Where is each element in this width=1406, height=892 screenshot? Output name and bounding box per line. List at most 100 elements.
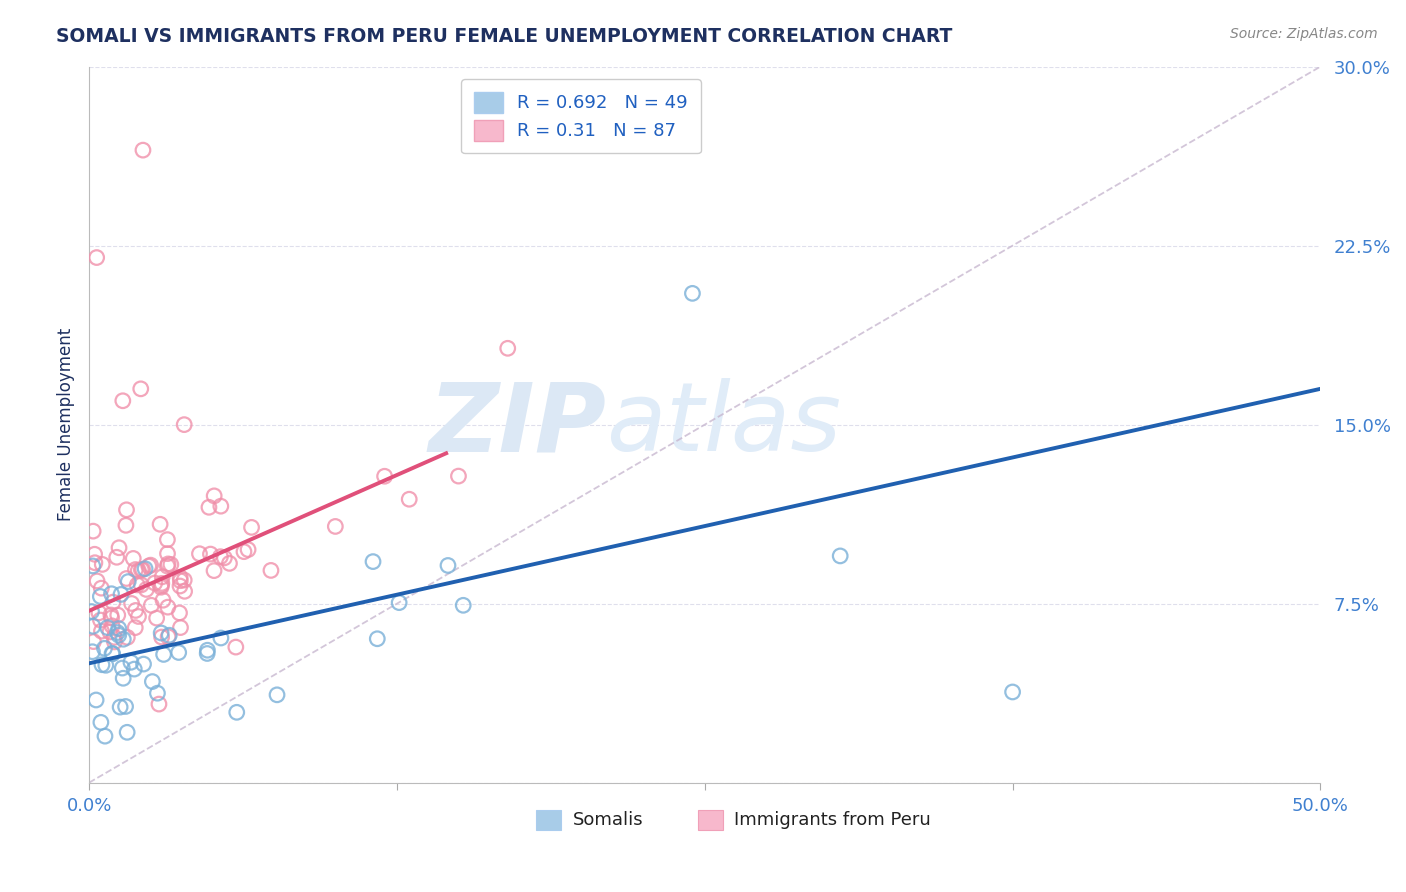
Point xyxy=(325,519,347,533)
Point xyxy=(169,574,191,588)
Point xyxy=(141,674,163,689)
Point xyxy=(152,593,174,607)
Point xyxy=(156,533,179,547)
Point xyxy=(195,647,218,661)
Point xyxy=(388,596,411,610)
Point xyxy=(202,564,225,578)
Point xyxy=(94,658,117,673)
Point xyxy=(90,715,112,730)
Point xyxy=(101,647,124,661)
Point xyxy=(169,606,191,620)
Point xyxy=(103,630,125,644)
Point xyxy=(148,697,170,711)
Point xyxy=(173,573,195,587)
Point xyxy=(139,558,162,573)
Point xyxy=(209,549,232,564)
Point xyxy=(169,621,191,635)
Point xyxy=(266,688,288,702)
Point xyxy=(188,547,211,561)
Point xyxy=(398,492,420,507)
Point xyxy=(89,613,111,627)
Point xyxy=(260,563,283,577)
Point xyxy=(103,635,125,649)
Text: SOMALI VS IMMIGRANTS FROM PERU FEMALE UNEMPLOYMENT CORRELATION CHART: SOMALI VS IMMIGRANTS FROM PERU FEMALE UN… xyxy=(56,27,953,45)
Point xyxy=(120,655,142,669)
Point xyxy=(447,469,470,483)
Point xyxy=(80,605,103,619)
Point xyxy=(83,547,105,561)
Point xyxy=(150,578,173,592)
Point xyxy=(122,662,145,676)
Point xyxy=(124,603,146,617)
Point xyxy=(101,647,124,661)
Point xyxy=(112,632,135,647)
Point xyxy=(122,551,145,566)
Point xyxy=(135,582,157,597)
Point xyxy=(437,558,460,573)
Point xyxy=(98,624,121,639)
Point xyxy=(117,574,139,589)
Point xyxy=(115,725,138,739)
Point xyxy=(97,621,120,635)
Point xyxy=(209,499,232,513)
Point xyxy=(830,549,852,563)
Point xyxy=(107,625,129,640)
Point xyxy=(108,541,131,555)
Point xyxy=(127,609,149,624)
Point xyxy=(156,559,179,574)
Point xyxy=(127,564,149,578)
Text: ZIP: ZIP xyxy=(429,378,606,471)
Point xyxy=(496,341,519,355)
Point xyxy=(86,251,108,265)
Point xyxy=(129,382,152,396)
Point xyxy=(209,631,232,645)
Point xyxy=(149,517,172,532)
Point xyxy=(150,630,173,644)
Point xyxy=(107,628,129,642)
Point xyxy=(107,608,129,623)
Point xyxy=(110,587,132,601)
Point xyxy=(91,558,114,572)
Point xyxy=(236,542,259,557)
Point xyxy=(374,469,396,483)
Point xyxy=(100,607,122,622)
Point xyxy=(146,686,169,700)
Point xyxy=(87,606,110,620)
Point xyxy=(124,563,146,577)
Point xyxy=(451,599,474,613)
Point xyxy=(94,729,117,743)
Point xyxy=(138,559,160,574)
Point xyxy=(101,619,124,633)
Point xyxy=(124,621,146,635)
Point xyxy=(100,611,122,625)
Point xyxy=(115,572,138,586)
Point xyxy=(145,611,167,625)
Point xyxy=(225,640,247,654)
Text: Source: ZipAtlas.com: Source: ZipAtlas.com xyxy=(1230,27,1378,41)
Point xyxy=(200,547,222,561)
Point xyxy=(141,599,163,613)
Point xyxy=(214,550,236,565)
Point xyxy=(83,556,105,570)
Point xyxy=(366,632,388,646)
Point xyxy=(115,518,138,533)
Point xyxy=(143,576,166,591)
Point xyxy=(681,286,703,301)
Text: Somalis: Somalis xyxy=(572,811,643,830)
Text: Immigrants from Peru: Immigrants from Peru xyxy=(734,811,931,830)
Point xyxy=(197,643,219,657)
Point xyxy=(1001,685,1024,699)
Point xyxy=(233,544,256,558)
Point xyxy=(157,628,180,642)
Point xyxy=(169,570,191,584)
Point xyxy=(129,578,152,592)
Point xyxy=(107,622,129,636)
Point xyxy=(198,500,221,515)
Point xyxy=(90,624,112,639)
Point xyxy=(114,699,136,714)
Point xyxy=(105,550,128,565)
Point xyxy=(152,648,174,662)
Point xyxy=(225,706,247,720)
Point xyxy=(93,641,115,656)
Point xyxy=(89,590,111,604)
